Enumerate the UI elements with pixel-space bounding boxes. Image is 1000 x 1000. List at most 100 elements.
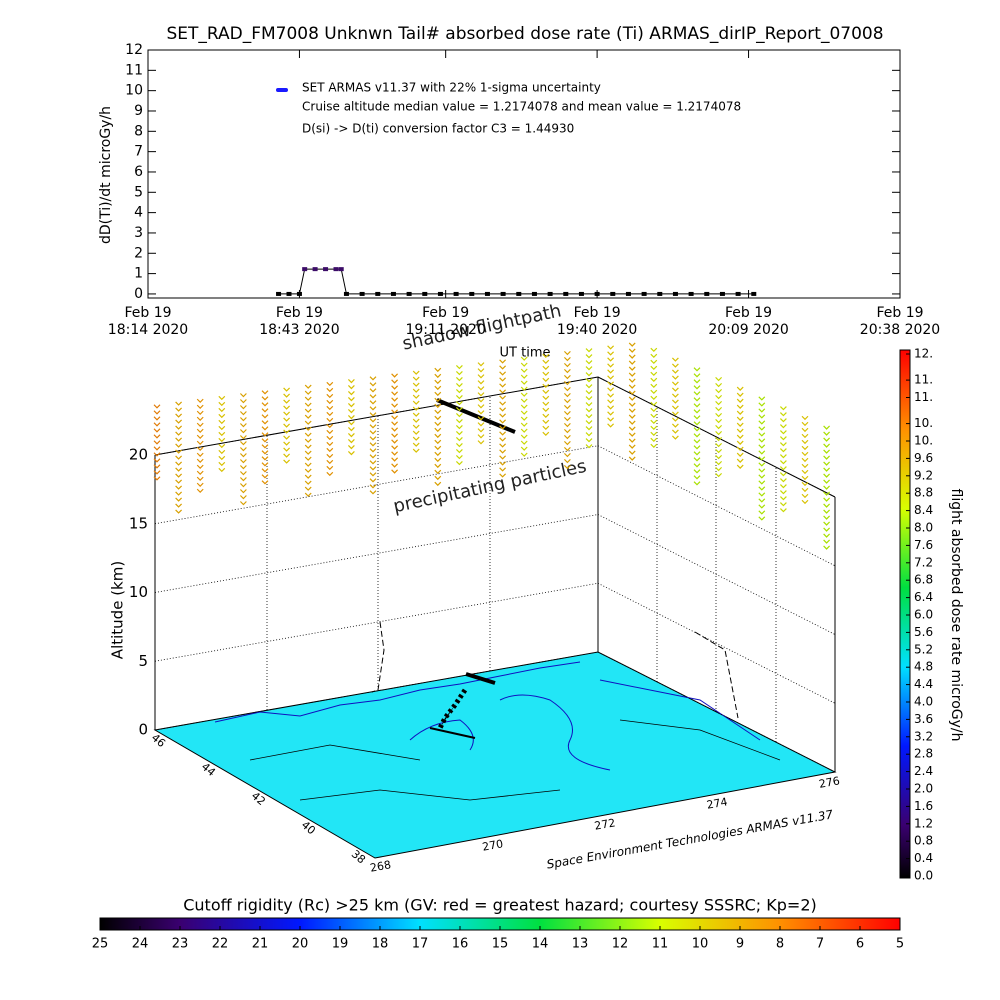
z-tick-label: 20 [129, 446, 148, 464]
particle-dash [585, 438, 593, 443]
particle-dash [736, 422, 744, 427]
particle-dash [455, 365, 463, 370]
particle-dash [455, 395, 463, 400]
particle-dash [607, 423, 615, 428]
particle-dash [650, 353, 658, 359]
particle-dash [542, 383, 550, 389]
colorbar-tick-label: 20 [292, 937, 309, 952]
particle-dash [304, 486, 312, 491]
z-grid-line [597, 376, 836, 498]
particle-dash [477, 434, 485, 439]
particle-dash [736, 416, 744, 421]
particle-dash [434, 409, 442, 415]
data-point [302, 267, 308, 272]
data-point [390, 291, 396, 296]
z-tick-label: 15 [129, 514, 148, 532]
particle-dash [693, 385, 701, 390]
y-tick-label: 0 [134, 286, 143, 302]
particle-dash [650, 359, 658, 365]
particle-dash [758, 510, 766, 515]
lon-tick-label: 272 [593, 816, 616, 832]
particle-dash [153, 434, 161, 439]
particle-dash [304, 408, 312, 413]
particle-dash [369, 400, 377, 405]
particle-dash [304, 396, 312, 401]
particle-dash [758, 414, 766, 419]
particle-dash [520, 422, 528, 427]
particle-dash [326, 381, 334, 387]
particle-dash [261, 408, 269, 413]
particle-dash [175, 431, 183, 436]
particle-dash [391, 463, 399, 468]
particle-dash [369, 472, 377, 477]
particle-dash [563, 350, 571, 356]
data-point [484, 291, 490, 296]
particle-dash [304, 414, 312, 419]
particle-dash [326, 471, 334, 477]
data-point [578, 291, 584, 296]
z-tick-label: 5 [138, 652, 148, 670]
particle-dash [218, 395, 226, 401]
particle-dash [153, 458, 161, 463]
particle-dash [283, 411, 291, 416]
colorbar-tick-label: 9 [736, 937, 744, 952]
data-point [286, 291, 292, 296]
particle-dash [607, 375, 615, 380]
particle-dash [801, 451, 809, 457]
lon-tick-label: 276 [818, 774, 841, 790]
particle-dash [628, 384, 636, 389]
particle-dash [542, 395, 550, 401]
particle-dash [607, 381, 615, 386]
particle-dash [412, 424, 420, 429]
particle-dash [779, 496, 787, 501]
particle-dash [650, 395, 658, 401]
particle-dash [369, 382, 377, 387]
particle-dash [499, 443, 507, 448]
particle-dash [758, 456, 766, 461]
x-tick-label: Feb 19 [574, 305, 621, 321]
particle-dash [175, 401, 183, 406]
particle-dash [693, 475, 701, 480]
particle-dash [823, 539, 831, 544]
particle-dash [628, 354, 636, 359]
particle-dash [585, 372, 593, 377]
particle-dash [391, 373, 399, 378]
particle-dash [823, 521, 831, 526]
particle-dash [671, 381, 679, 386]
particle-dash [563, 452, 571, 458]
particle-dash [585, 414, 593, 419]
particle-dash [455, 407, 463, 412]
particle-dash [304, 450, 312, 455]
particle-dash [434, 463, 442, 469]
particle-dash [239, 495, 247, 500]
particle-dash [434, 385, 442, 391]
particle-dash [477, 398, 485, 403]
particle-dash [326, 387, 334, 393]
particle-dash [801, 433, 809, 439]
colorbar-tick-label: 8.4 [914, 503, 933, 517]
particle-dash [175, 419, 183, 424]
data-point [625, 291, 631, 296]
particle-dash [779, 502, 787, 507]
data-point [688, 291, 694, 296]
particle-dash [283, 453, 291, 458]
particle-dash [715, 460, 723, 466]
particle-dash [175, 413, 183, 418]
particle-dash [153, 428, 161, 433]
data-point [469, 291, 475, 296]
particle-dash [283, 459, 291, 464]
z-grid-line [597, 582, 836, 704]
particle-dash [715, 454, 723, 460]
particle-dash [650, 365, 658, 371]
particle-dash [585, 420, 593, 425]
flightpath [436, 398, 516, 434]
particle-dash [326, 411, 334, 417]
colorbar-tick-label: 6 [856, 937, 864, 952]
data-point [453, 291, 459, 296]
colorbar-tick-label: 14 [532, 937, 549, 952]
particle-dash [499, 377, 507, 382]
particle-dash [650, 371, 658, 377]
particle-dash [715, 472, 723, 478]
particle-dash [650, 437, 658, 443]
particle-dash [758, 396, 766, 401]
